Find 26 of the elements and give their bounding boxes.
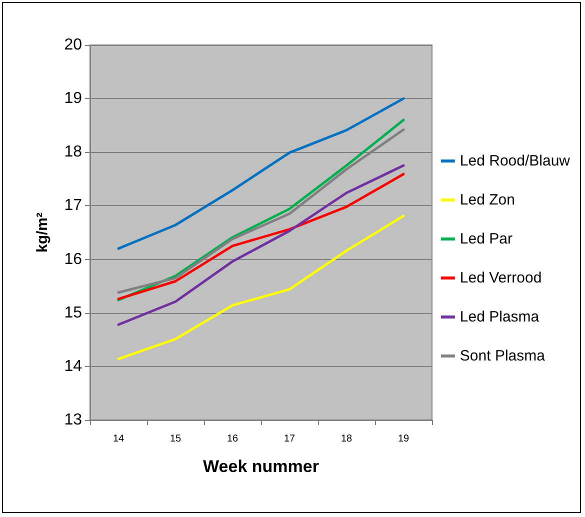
x-tick-label: 15 (170, 434, 182, 444)
line-series (117, 214, 405, 360)
x-tick-label: 14 (112, 434, 124, 444)
y-tick-label: 17 (64, 197, 82, 214)
line-series (117, 97, 405, 250)
x-tick-label: 18 (340, 434, 352, 444)
x-tick-label: 16 (226, 434, 238, 444)
y-tick-label: 18 (64, 144, 82, 161)
x-tick-label: 19 (398, 434, 410, 444)
y-tick-label: 19 (64, 90, 82, 108)
y-tick-label: 14 (64, 358, 82, 375)
line-series (117, 164, 405, 326)
y-axis-title: kg/m² (34, 212, 51, 253)
legend-label: Led Verrood (460, 270, 542, 286)
y-tick-label: 16 (64, 250, 82, 268)
legend-label: Led Plasma (460, 308, 540, 326)
x-axis-title: Week nummer (203, 457, 320, 476)
line-series (117, 172, 405, 300)
x-tick-label: 17 (284, 434, 296, 444)
legend-label: Led Rood/Blauw (460, 152, 570, 170)
legend-label: Led Zon (460, 192, 515, 208)
legend-label: Sont Plasma (460, 348, 546, 364)
y-tick-label: 20 (64, 36, 82, 54)
legend-label: Led Par (460, 230, 512, 248)
y-tick-label: 13 (64, 412, 82, 428)
y-tick-label: 15 (64, 304, 82, 322)
